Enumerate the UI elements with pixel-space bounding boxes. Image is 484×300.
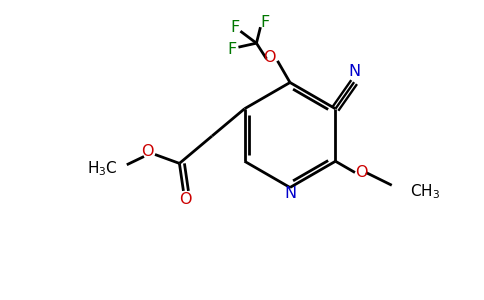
Text: F: F <box>231 20 240 35</box>
Text: F: F <box>261 15 270 30</box>
Text: O: O <box>179 192 192 207</box>
Text: H$_3$C: H$_3$C <box>87 159 118 178</box>
Text: CH$_3$: CH$_3$ <box>410 182 440 201</box>
Text: O: O <box>263 50 275 65</box>
Text: O: O <box>355 165 368 180</box>
Text: O: O <box>141 144 153 159</box>
Text: F: F <box>228 42 237 57</box>
Text: N: N <box>348 64 360 79</box>
Text: N: N <box>284 187 296 202</box>
